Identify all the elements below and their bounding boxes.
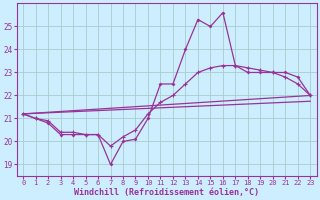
- X-axis label: Windchill (Refroidissement éolien,°C): Windchill (Refroidissement éolien,°C): [74, 188, 259, 197]
